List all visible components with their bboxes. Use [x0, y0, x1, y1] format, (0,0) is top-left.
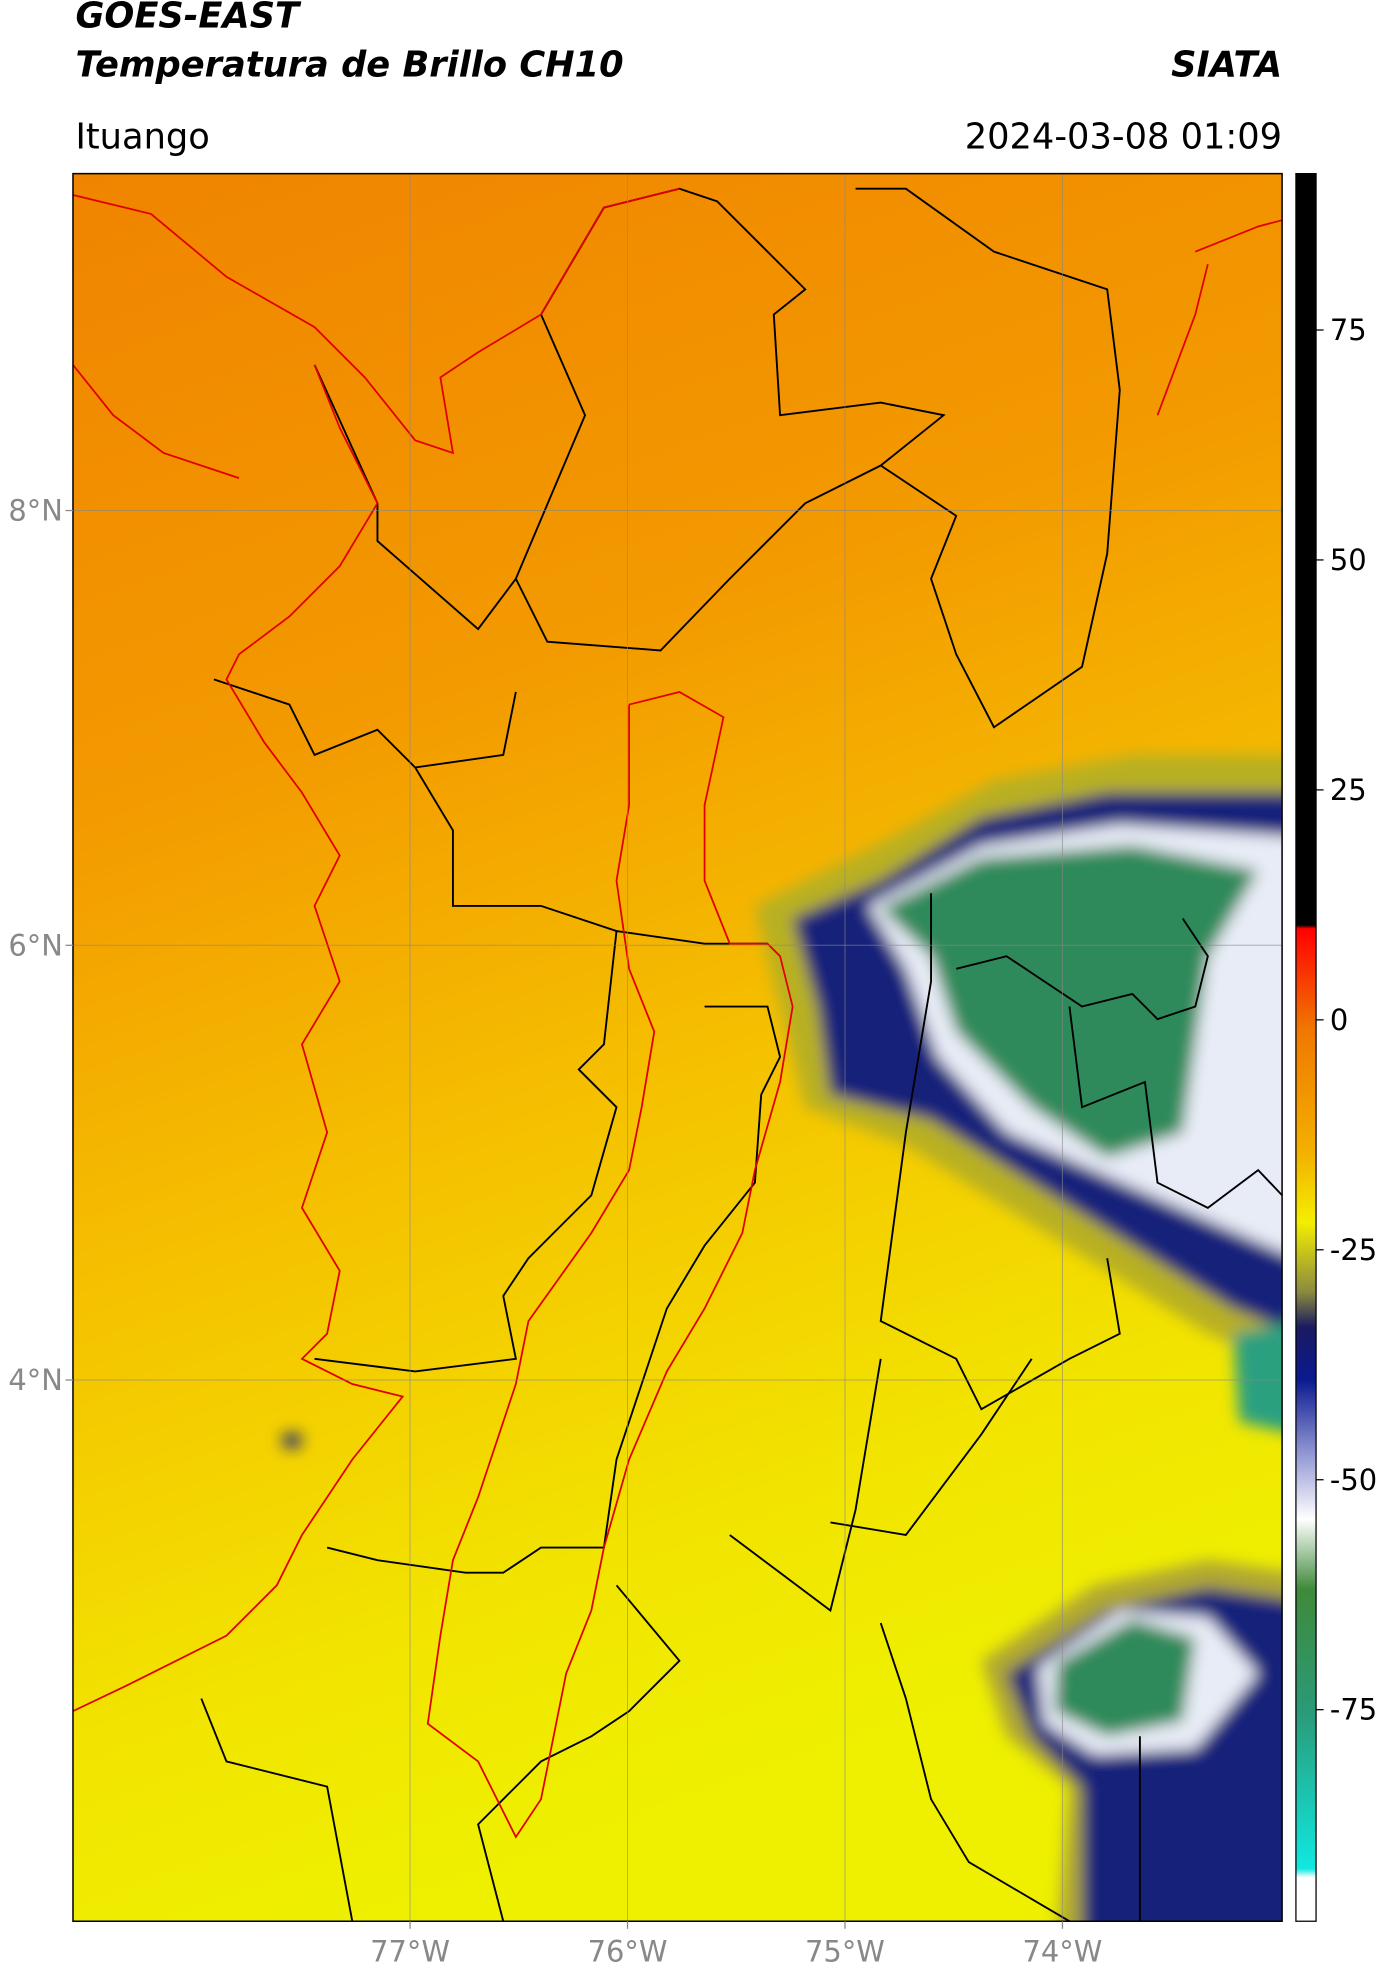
colorbar-tick-label: 0: [1330, 1003, 1348, 1037]
map-frame: [72, 172, 1283, 1922]
location: Ituango: [75, 116, 209, 157]
source: SIATA: [1171, 45, 1282, 86]
colorbar-tick-label: 25: [1330, 773, 1367, 807]
admin-borders: [200, 187, 1283, 1922]
cloud-cold-tops: [281, 754, 1283, 1922]
colorbar-tick-label: -50: [1330, 1463, 1377, 1497]
colorbar-tick-label: -25: [1330, 1233, 1377, 1267]
subtitle: Temperatura de Brillo CH10: [75, 45, 623, 86]
colorbar-tick-label: -75: [1330, 1693, 1377, 1727]
title: GOES-EAST: [75, 0, 302, 37]
colorbar: [1295, 172, 1317, 1922]
x-tick-label: 76°W: [588, 1934, 668, 1968]
datetime: 2024-03-08 01:09: [965, 116, 1282, 157]
colorbar-tick-label: 75: [1330, 313, 1367, 347]
x-tick-label: 75°W: [805, 1934, 885, 1968]
x-tick-label: 74°W: [1023, 1934, 1103, 1968]
map-field: [72, 173, 1283, 1922]
grid: [72, 173, 1283, 1922]
y-tick-label: 8°N: [8, 494, 63, 528]
coast-and-basin: [72, 187, 1283, 1839]
x-tick-label: 77°W: [370, 1934, 450, 1968]
y-tick-label: 4°N: [8, 1363, 63, 1397]
y-tick-label: 6°N: [8, 928, 63, 962]
colorbar-tick-label: 50: [1330, 543, 1367, 577]
